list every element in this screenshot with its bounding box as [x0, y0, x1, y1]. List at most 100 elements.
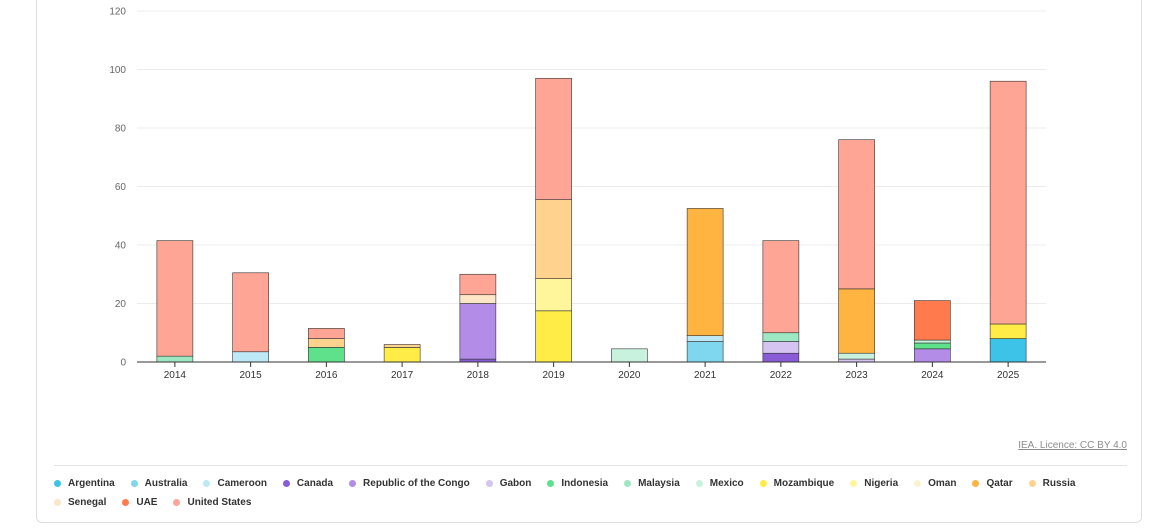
bar-2025-united-states[interactable]: [989, 80, 1027, 325]
legend-swatch-icon: [972, 480, 980, 487]
legend-swatch-icon: [695, 480, 703, 487]
y-tick-label: 80: [115, 124, 127, 135]
bar-2018-united-states[interactable]: [459, 273, 497, 296]
bar-2015-cameroon[interactable]: [232, 351, 269, 363]
legend-item-gabon[interactable]: Gabon: [485, 478, 532, 489]
y-tick-label: 40: [115, 241, 127, 252]
legend-swatch-icon: [54, 499, 61, 506]
bar-group-2023: [838, 139, 875, 363]
bar-group-2017: [383, 344, 421, 363]
x-tick-label: 2025: [997, 370, 1020, 381]
bar-2016-russia[interactable]: [308, 338, 345, 348]
x-tick-label: 2014: [164, 370, 187, 381]
legend-label: Republic of the Congo: [363, 478, 470, 489]
bar-2016-indonesia[interactable]: [308, 347, 345, 363]
bar-2024-mexico[interactable]: [914, 339, 951, 344]
bar-2021-qatar[interactable]: [686, 208, 724, 336]
legend-item-qatar[interactable]: Qatar: [972, 478, 1013, 489]
legend-label: Nigeria: [864, 478, 899, 489]
bar-2021-cameroon[interactable]: [686, 335, 724, 342]
legend-item-russia[interactable]: Russia: [1028, 478, 1076, 489]
x-tick-label: 2016: [315, 370, 338, 381]
bar-2019-nigeria[interactable]: [535, 278, 572, 312]
grid-lines: [137, 10, 1046, 304]
legend-label: Russia: [1042, 478, 1076, 489]
legend-label: Australia: [144, 478, 188, 489]
legend-item-indonesia[interactable]: Indonesia: [547, 478, 608, 489]
x-tick-label: 2022: [770, 370, 793, 381]
y-tick-label: 100: [109, 65, 126, 76]
legend-swatch-icon: [122, 499, 130, 506]
bar-2025-mozambique[interactable]: [989, 323, 1027, 339]
legend-item-cameroon[interactable]: Cameroon: [203, 478, 267, 489]
legend-swatch-icon: [850, 480, 858, 487]
bar-2019-united-states[interactable]: [535, 77, 572, 200]
bar-group-2019: [535, 77, 572, 363]
x-tick-label: 2019: [543, 370, 566, 381]
y-axis-ticks: 0 20 40 60 80 100 120: [109, 7, 126, 369]
legend-item-republic-of-the-congo[interactable]: Republic of the Congo: [349, 478, 470, 489]
legend-item-oman[interactable]: Oman: [914, 478, 956, 489]
bar-2024-republic-of-the-congo[interactable]: [914, 348, 951, 363]
bar-2016-united-states[interactable]: [308, 328, 345, 339]
legend: Argentina Australia Cameroon Canada Republic…: [54, 478, 1127, 508]
bar-group-2021: [686, 208, 724, 363]
bar-2024-uae[interactable]: [914, 300, 951, 341]
legend-swatch-icon: [914, 480, 922, 487]
bar-2014-malaysia[interactable]: [156, 355, 194, 363]
bar-2019-russia[interactable]: [535, 199, 572, 279]
x-tick-label: 2021: [694, 370, 717, 381]
bar-2022-malaysia[interactable]: [762, 332, 800, 342]
y-tick-label: 120: [109, 7, 126, 18]
legend-swatch-icon: [547, 480, 555, 487]
legend-label: Mozambique: [773, 478, 835, 489]
legend-item-senegal[interactable]: Senegal: [54, 497, 106, 508]
legend-label: Argentina: [68, 478, 115, 489]
bar-group-2020: [611, 348, 648, 363]
legend-item-mozambique[interactable]: Mozambique: [759, 478, 835, 489]
legend-item-uae[interactable]: UAE: [122, 497, 157, 508]
credit-link[interactable]: IEA. Licence: CC BY 4.0: [1018, 440, 1127, 451]
legend-item-nigeria[interactable]: Nigeria: [850, 478, 898, 489]
legend-label: Oman: [928, 478, 957, 489]
bar-2018-senegal[interactable]: [459, 294, 497, 304]
bar-2017-russia[interactable]: [383, 344, 421, 348]
bar-2014-united-states[interactable]: [156, 240, 194, 357]
legend-item-malaysia[interactable]: Malaysia: [624, 478, 680, 489]
legend-item-mexico[interactable]: Mexico: [695, 478, 744, 489]
bar-2021-australia[interactable]: [686, 341, 724, 363]
legend-swatch-icon: [282, 480, 290, 487]
y-tick-label: 60: [115, 182, 127, 193]
legend-swatch-icon: [624, 480, 632, 487]
legend-label: Indonesia: [561, 478, 609, 489]
bar-2023-united-states[interactable]: [838, 139, 875, 290]
legend-swatch-icon: [130, 480, 138, 487]
bar-2018-republic-of-the-congo[interactable]: [459, 303, 497, 360]
legend-label: Mexico: [709, 478, 744, 489]
legend-item-australia[interactable]: Australia: [130, 478, 188, 489]
bar-2022-gabon[interactable]: [762, 341, 800, 354]
stacked-bar-chart: 0 20 40 60 80 100 120 2014 2015 2016 2017 2018 2019…: [109, 7, 1046, 381]
x-tick-label: 2020: [618, 370, 641, 381]
bar-2023-qatar[interactable]: [838, 288, 875, 354]
legend-item-united-states[interactable]: United States: [173, 497, 251, 508]
bar-2024-indonesia[interactable]: [914, 342, 951, 350]
bar-2019-mozambique[interactable]: [535, 310, 572, 363]
legend-label: Senegal: [68, 497, 107, 508]
x-tick-label: 2018: [467, 370, 490, 381]
legend-swatch-icon: [759, 480, 767, 487]
bar-2023-mexico[interactable]: [838, 352, 875, 360]
bar-2022-canada[interactable]: [762, 352, 800, 363]
bar-group-2018: [459, 273, 497, 363]
chart-card: [36, 0, 1142, 523]
bar-2020-mexico[interactable]: [611, 348, 648, 363]
legend-label: Gabon: [499, 478, 532, 489]
bar-2025-argentina[interactable]: [989, 338, 1027, 363]
bar-2015-united-states[interactable]: [232, 272, 269, 353]
bar-2022-united-states[interactable]: [762, 240, 800, 334]
legend-item-argentina[interactable]: Argentina: [54, 478, 115, 489]
legend-swatch-icon: [349, 480, 357, 487]
x-tick-label: 2017: [391, 370, 414, 381]
legend-item-canada[interactable]: Canada: [282, 478, 333, 489]
bar-2017-mozambique[interactable]: [383, 347, 421, 363]
